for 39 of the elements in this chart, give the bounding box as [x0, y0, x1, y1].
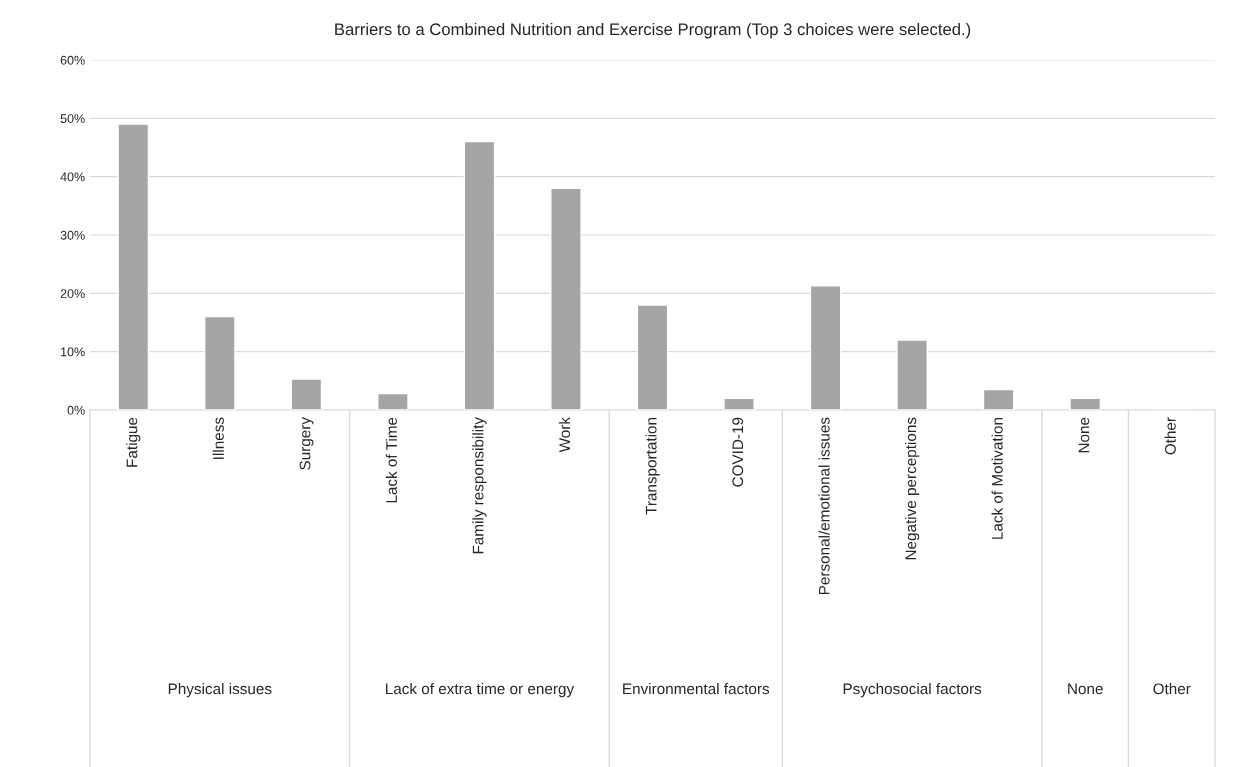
y-tick-label: 60%: [60, 55, 85, 65]
x-tick-label: Surgery: [299, 417, 314, 470]
text: Physical issues: [168, 683, 272, 698]
x-tick-label: Personal/emotional issues: [818, 417, 830, 595]
x-tick-label: Lack of Time: [385, 417, 397, 503]
x-tick-label: Family responsibility: [472, 417, 487, 554]
bar: [377, 392, 409, 410]
x-tick-label: Transportation: [645, 417, 660, 515]
chart-title: Barriers to a Combined Nutrition and Exercise Program (Top 3 choices were selected.): [335, 22, 971, 39]
text: None: [1068, 683, 1103, 695]
x-tick-label: Other: [1164, 417, 1176, 455]
text: Environmental factors: [623, 683, 770, 695]
x-tick-label: Work: [558, 416, 571, 453]
text: Lack of extra time or energy: [386, 683, 575, 698]
x-tick-label: Lack of Motivation: [991, 417, 1003, 539]
y-tick-label: 0%: [67, 405, 85, 415]
bar: [290, 378, 323, 410]
bar: [203, 315, 236, 410]
x-tick-label: Illness: [212, 417, 224, 459]
bar: [982, 388, 1015, 410]
bar: [723, 397, 755, 410]
x-tick-label: COVID-19: [732, 417, 744, 487]
y-tick-label: 20%: [60, 289, 85, 298]
bar: [463, 140, 496, 410]
bar: [1069, 397, 1102, 410]
x-tick-label: None: [1078, 417, 1090, 453]
x-tick-label: Negative perceptions: [904, 417, 920, 560]
bar: [636, 304, 669, 410]
bar: [117, 123, 150, 410]
bar: [896, 339, 928, 410]
y-tick-label: 10%: [61, 347, 85, 357]
text: Other: [1153, 683, 1191, 695]
x-tick-label: Fatigue: [126, 417, 141, 467]
bar: [550, 187, 582, 410]
y-tick-label: 30%: [60, 230, 85, 240]
text: Psychosocial factors: [843, 683, 982, 698]
y-tick-label: 40%: [60, 172, 85, 182]
y-tick-label: 50%: [60, 114, 85, 123]
bar: [809, 285, 842, 410]
